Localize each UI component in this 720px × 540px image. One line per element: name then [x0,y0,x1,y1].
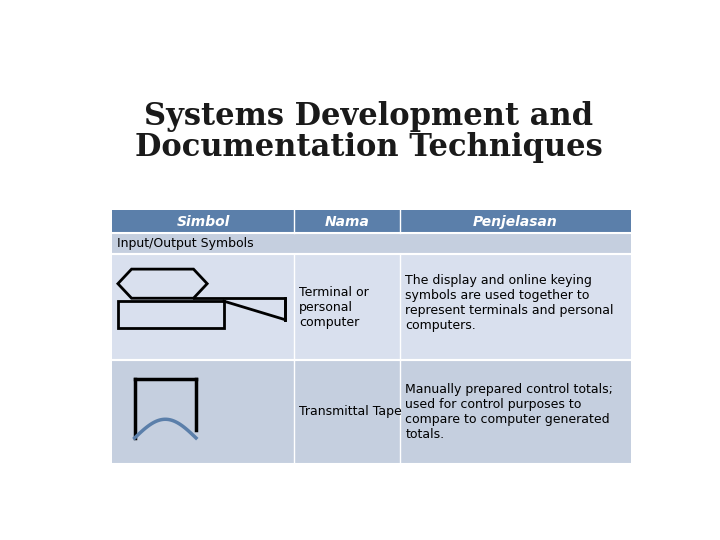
Text: Documentation Techniques: Documentation Techniques [135,132,603,164]
Text: The display and online keying
symbols are used together to
represent terminals a: The display and online keying symbols ar… [405,274,613,332]
Bar [112,360,631,464]
Text: Terminal or
personal
computer: Terminal or personal computer [300,286,369,328]
Bar [112,210,631,233]
Text: Manually prepared control totals;
used for control purposes to
compare to comput: Manually prepared control totals; used f… [405,383,613,441]
Text: Simbol: Simbol [176,215,230,229]
Bar [112,254,631,360]
Bar [118,301,224,328]
Polygon shape [118,269,207,298]
Text: Systems Development and: Systems Development and [145,102,593,132]
Text: Transmittal Tape: Transmittal Tape [300,406,402,419]
Text: Input/Output Symbols: Input/Output Symbols [117,237,253,250]
Text: Penjelasan: Penjelasan [473,215,558,229]
Bar [112,233,631,254]
Text: Nama: Nama [324,215,369,229]
